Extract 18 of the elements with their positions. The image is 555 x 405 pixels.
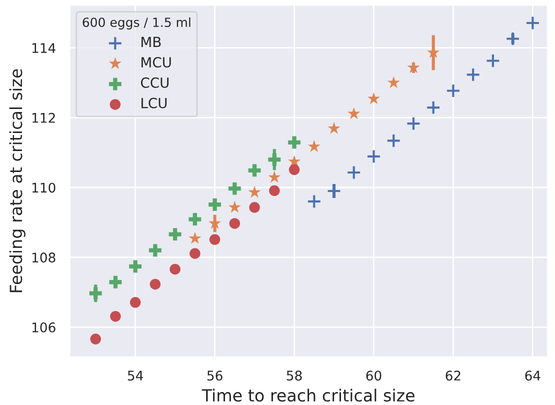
x-tick-label: 62 xyxy=(446,370,460,381)
y-axis-title: Feeding rate at critical size xyxy=(9,69,26,292)
x-tick-label: 54 xyxy=(128,370,143,381)
y-tick-label: 110 xyxy=(32,182,56,193)
x-tick-label: 64 xyxy=(525,370,540,381)
x-tick-label: 56 xyxy=(207,370,222,381)
x-axis-title: Time to reach critical size xyxy=(202,388,414,402)
x-tick-label: 58 xyxy=(286,370,302,381)
y-tick-label: 114 xyxy=(32,43,56,53)
y-tick-label: 106 xyxy=(32,322,56,332)
x-tick-label: 60 xyxy=(366,370,382,381)
legend-title: 600 eggs / 1.5 ml xyxy=(82,17,190,30)
legend-label: LCU xyxy=(142,98,167,108)
y-tick-label: 108 xyxy=(32,252,56,263)
legend-label: MB xyxy=(142,36,161,47)
legend-label: MCU xyxy=(142,57,171,68)
y-tick-label: 112 xyxy=(32,112,55,123)
legend-label: CCU xyxy=(140,77,169,88)
